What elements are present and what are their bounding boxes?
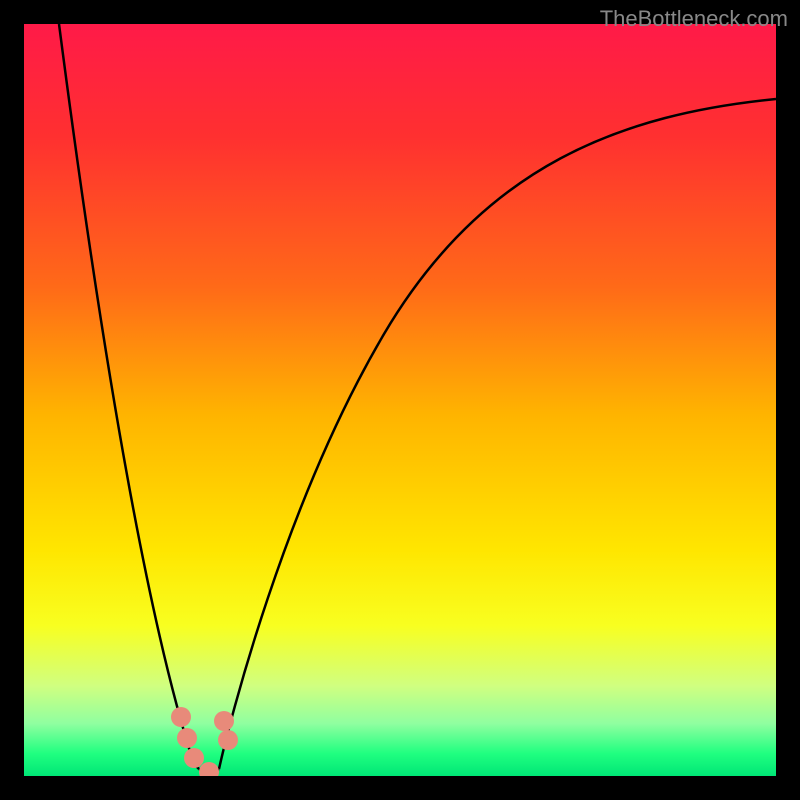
chart-background	[24, 24, 776, 776]
chart-area	[24, 24, 776, 776]
marker-point	[177, 728, 197, 748]
marker-point	[171, 707, 191, 727]
chart-svg	[24, 24, 776, 776]
marker-point	[218, 730, 238, 750]
marker-point	[184, 748, 204, 768]
watermark: TheBottleneck.com	[600, 6, 788, 32]
marker-point	[214, 711, 234, 731]
